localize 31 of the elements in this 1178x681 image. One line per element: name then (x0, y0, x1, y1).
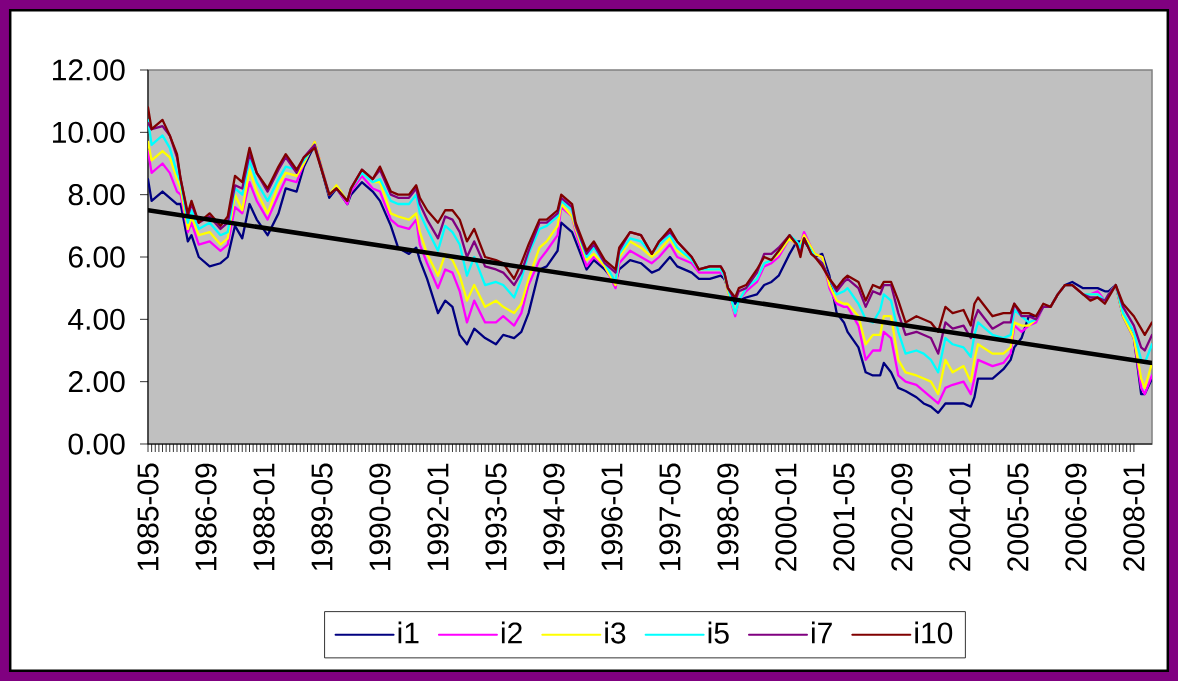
x-tick-label: 1988-01 (253, 463, 275, 571)
x-tick-label: 1990-09 (369, 463, 391, 571)
x-tick-label: 2005-05 (1007, 463, 1029, 571)
x-tick-label: 1994-09 (543, 463, 565, 571)
y-tick-label: 2.00 (68, 371, 125, 393)
x-tick-label: 1992-01 (427, 463, 449, 571)
legend-label: i3 (605, 621, 626, 644)
x-tick-label: 2000-01 (775, 463, 797, 571)
x-tick-label: 1996-01 (601, 463, 623, 571)
y-tick-label: 4.00 (68, 308, 125, 330)
x-tick-label: 1993-05 (485, 463, 507, 571)
x-tick-label: 1986-09 (195, 463, 217, 571)
x-tick-label: 2008-01 (1123, 463, 1145, 571)
y-tick-label: 0.00 (68, 433, 125, 455)
x-tick-label: 2004-01 (949, 463, 971, 571)
legend-label: i2 (501, 621, 522, 644)
x-tick-label: 1998-09 (717, 463, 739, 571)
legend-label: i10 (915, 621, 953, 644)
x-tick-label: 1997-05 (659, 463, 681, 571)
y-tick-label: 8.00 (68, 184, 125, 206)
x-tick-label: 2006-09 (1065, 463, 1087, 571)
legend-label: i5 (708, 621, 729, 644)
y-tick-label: 12.00 (53, 59, 125, 81)
x-tick-label: 2002-09 (891, 463, 913, 571)
x-tick-label: 2001-05 (833, 463, 855, 571)
legend-label: i7 (811, 621, 832, 644)
x-tick-label: 1985-05 (137, 463, 159, 571)
legend-label: i1 (398, 621, 419, 644)
y-tick-label: 10.00 (53, 121, 125, 143)
y-tick-label: 6.00 (68, 246, 125, 268)
x-tick-label: 1989-05 (311, 463, 333, 571)
